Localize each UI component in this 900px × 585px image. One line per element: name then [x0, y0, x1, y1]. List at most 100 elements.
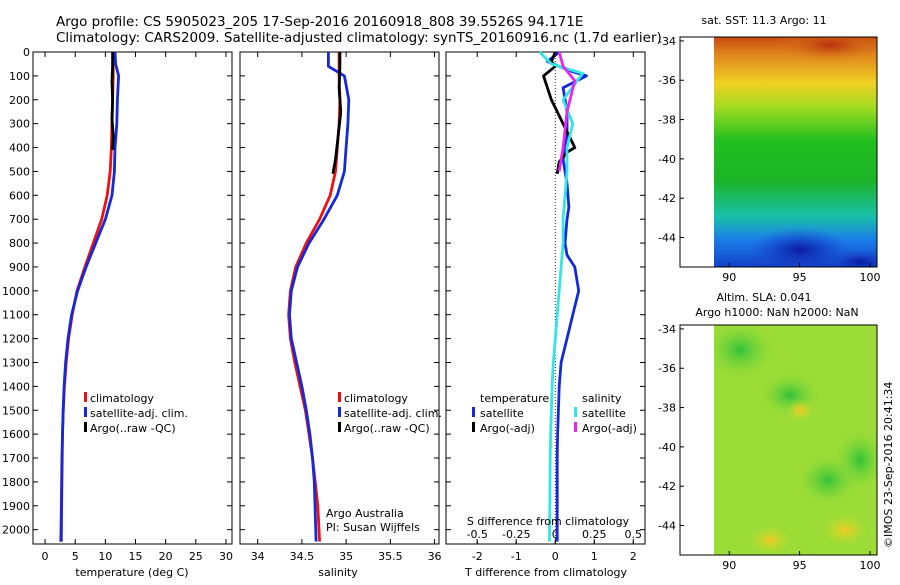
difference-profile-panel: -2 -1 0 1 2 -0.5 -0.25 0 0.25 0.5	[445, 50, 646, 563]
legend-t-satellite: satellite	[480, 407, 524, 420]
x-tick-label: 0	[42, 550, 49, 563]
salinity-profile-panel: 34 34.5 35 35.5 36	[239, 51, 442, 563]
legend-satellite: satellite-adj. clim.	[90, 407, 188, 420]
difference-legend: temperature salinity satellite Argo(-adj…	[472, 392, 637, 435]
sst-map-axes: 90 95 100 -34 -36 -38 -40 -42 -44	[658, 35, 880, 284]
x-tick-label: 100	[859, 559, 880, 572]
legend-satellite: satellite-adj. clim.	[344, 407, 442, 420]
y-tick-label: 1500	[2, 404, 30, 417]
top-tick-label: 0	[552, 528, 559, 541]
y-tick-label: 1300	[2, 356, 30, 369]
x-tick-label: 90	[722, 559, 736, 572]
imos-credit: ©IMOS 23-Sep-2016 20:41:34	[882, 382, 895, 548]
y-tick-label: -40	[658, 153, 676, 166]
series-salinity-satellite	[538, 51, 584, 542]
sla-map-axes: 90 95 100 -34 -36 -38 -40 -42 -44	[658, 323, 880, 572]
figure-subtitle: Climatology: CARS2009. Satellite-adjuste…	[56, 30, 662, 46]
y-tick-label: 1900	[2, 500, 30, 513]
y-tick-label: 600	[9, 189, 30, 202]
legend-swatch-argo	[338, 422, 341, 432]
legend-swatch-satellite	[338, 407, 341, 417]
legend-argo: Argo(..raw -QC)	[90, 422, 176, 435]
argo-pi-note: PI: Susan Wijffels	[326, 521, 420, 534]
y-tick-label: -38	[658, 114, 676, 127]
legend-argo: Argo(..raw -QC)	[344, 422, 430, 435]
x-tick-label: 2	[630, 550, 637, 563]
legend-swatch-s-argo	[574, 422, 577, 432]
series-climatology	[59, 52, 115, 542]
temperature-profile-panel: 0100200300400500600700800900100011001200…	[2, 46, 233, 563]
x-tick-label: 35	[339, 550, 353, 563]
y-tick-label: 700	[9, 213, 30, 226]
y-tick-label: 800	[9, 237, 30, 250]
x-tick-label: 5	[72, 550, 79, 563]
x-tick-label: 34	[251, 550, 265, 563]
sla-high-patch-3	[823, 515, 867, 545]
legend-swatch-t-satellite	[472, 407, 475, 417]
y-tick-label: 900	[9, 261, 30, 274]
y-tick-label: 1800	[2, 476, 30, 489]
temperature-axis-label: temperature (deg C)	[75, 566, 188, 579]
x-tick-label: 95	[793, 271, 807, 284]
y-tick-label: -44	[658, 232, 676, 245]
sst-warm-patch	[775, 37, 877, 63]
y-tick-label: -34	[658, 323, 676, 336]
x-tick-label: -1	[511, 550, 522, 563]
s-difference-axis-label: S difference from climatology	[467, 515, 630, 528]
sla-high-patch-2	[750, 526, 790, 554]
y-tick-label: 500	[9, 165, 30, 178]
sla-high-patch	[786, 399, 814, 421]
y-tick-label: -44	[658, 520, 676, 533]
top-tick-label: -0.5	[466, 528, 487, 541]
series-satellite-adj-clim	[59, 51, 120, 542]
series-temperature-satellite	[546, 50, 588, 542]
y-tick-label: -40	[658, 441, 676, 454]
y-tick-label: 300	[9, 118, 30, 131]
y-tick-label: 1100	[2, 309, 30, 322]
legend-t-argo: Argo(-adj)	[480, 422, 535, 435]
y-tick-label: -38	[658, 402, 676, 415]
series-salinity-argo-adj	[557, 51, 577, 172]
legend-s-satellite: satellite	[582, 407, 626, 420]
y-tick-label: 0	[23, 46, 30, 59]
legend-heading-salinity: salinity	[582, 392, 622, 405]
top-tick-label: -0.25	[502, 528, 530, 541]
x-tick-label: 100	[859, 271, 880, 284]
sla-map-subtitle: Argo h1000: NaN h2000: NaN	[695, 306, 858, 319]
sst-map-image	[714, 37, 877, 267]
y-tick-label: 400	[9, 142, 30, 155]
x-tick-label: 95	[793, 559, 807, 572]
y-tick-label: 1700	[2, 452, 30, 465]
y-tick-label: 1600	[2, 428, 30, 441]
x-tick-label: 15	[129, 550, 143, 563]
salinity-legend: climatology satellite-adj. clim. Argo(..…	[326, 392, 442, 534]
sla-low-patch	[714, 325, 775, 378]
x-tick-label: 1	[591, 550, 598, 563]
series-argo-raw-qc	[110, 52, 115, 150]
sla-map-image	[714, 325, 877, 555]
y-tick-label: -36	[658, 362, 676, 375]
argo-source-note: Argo Australia	[326, 507, 404, 520]
legend-swatch-t-argo	[472, 422, 475, 432]
x-tick-label: 36	[428, 550, 442, 563]
x-tick-label: 25	[189, 550, 203, 563]
x-tick-label: 0	[552, 550, 559, 563]
sst-map-title: sat. SST: 11.3 Argo: 11	[701, 14, 826, 27]
y-tick-label: 1000	[2, 285, 30, 298]
sla-map-title: Altim. SLA: 0.041	[716, 291, 811, 304]
x-tick-label: 30	[219, 550, 233, 563]
legend-swatch-climatology	[338, 392, 341, 402]
y-tick-label: 1200	[2, 333, 30, 346]
legend-climatology: climatology	[344, 392, 408, 405]
sst-cold-patch-2	[830, 250, 877, 267]
x-tick-label: 34.5	[290, 550, 315, 563]
y-tick-label: -42	[658, 480, 676, 493]
y-tick-label: 100	[9, 70, 30, 83]
x-tick-label: 10	[98, 550, 112, 563]
y-tick-label: -42	[658, 192, 676, 205]
series-satellite-adj-clim	[288, 52, 351, 542]
x-tick-label: -2	[472, 550, 483, 563]
sla-low-patch-4	[798, 455, 858, 505]
series-argo-raw-qc	[331, 52, 343, 175]
